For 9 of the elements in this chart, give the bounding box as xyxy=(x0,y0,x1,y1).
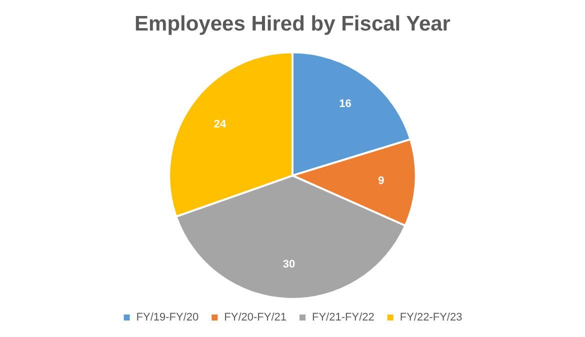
data-label: 24 xyxy=(214,118,227,130)
legend-label: FY/22-FY/23 xyxy=(400,312,462,324)
legend-label: FY/20-FY/21 xyxy=(224,312,286,324)
chart-title: Employees Hired by Fiscal Year xyxy=(134,12,450,36)
data-label: 16 xyxy=(339,98,352,110)
data-label: 9 xyxy=(378,174,384,187)
legend-label: FY/21-FY/22 xyxy=(312,312,374,324)
data-label: 30 xyxy=(282,258,296,270)
legend-label: FY/19-FY/20 xyxy=(136,312,199,324)
